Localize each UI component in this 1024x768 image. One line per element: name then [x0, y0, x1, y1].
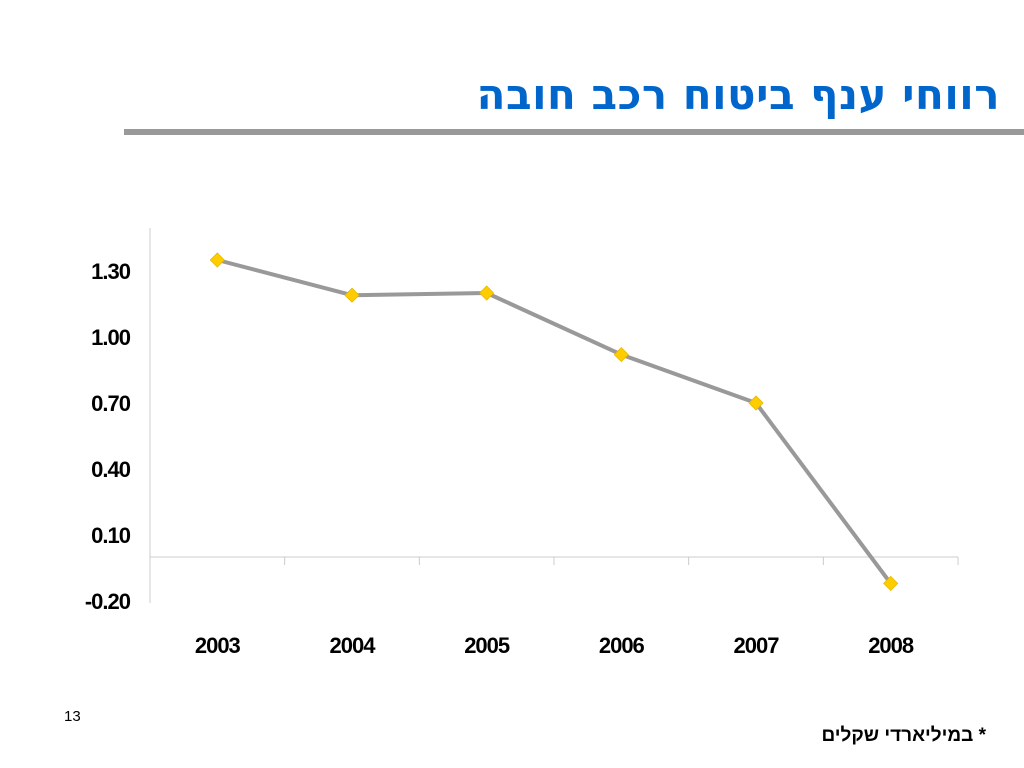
y-tick-label: 1.30 — [91, 259, 131, 284]
data-point — [748, 395, 764, 411]
x-tick-label: 2004 — [330, 633, 377, 658]
x-tick-label: 2007 — [734, 633, 780, 658]
data-point — [613, 347, 629, 363]
x-tick-label: 2008 — [868, 633, 914, 658]
x-tick-label: 2005 — [464, 633, 510, 658]
title-rule — [124, 129, 1024, 135]
data-point — [209, 252, 225, 268]
footnote: * במיליארדי שקלים — [821, 725, 986, 746]
page-number: 13 — [64, 708, 81, 725]
slide-title: רווחי ענף ביטוח רכב חובה — [476, 70, 1000, 119]
y-tick-label: 0.70 — [91, 391, 131, 416]
x-tick-label: 2006 — [599, 633, 645, 658]
y-tick-label: 0.10 — [91, 523, 131, 548]
data-point — [344, 287, 360, 303]
y-tick-label: -0.20 — [85, 589, 131, 614]
x-tick-label: 2003 — [195, 633, 241, 658]
y-tick-label: 1.00 — [91, 325, 131, 350]
series-line — [216, 258, 893, 585]
data-point — [883, 575, 899, 591]
y-tick-label: 0.40 — [91, 457, 131, 482]
data-point — [479, 285, 495, 301]
